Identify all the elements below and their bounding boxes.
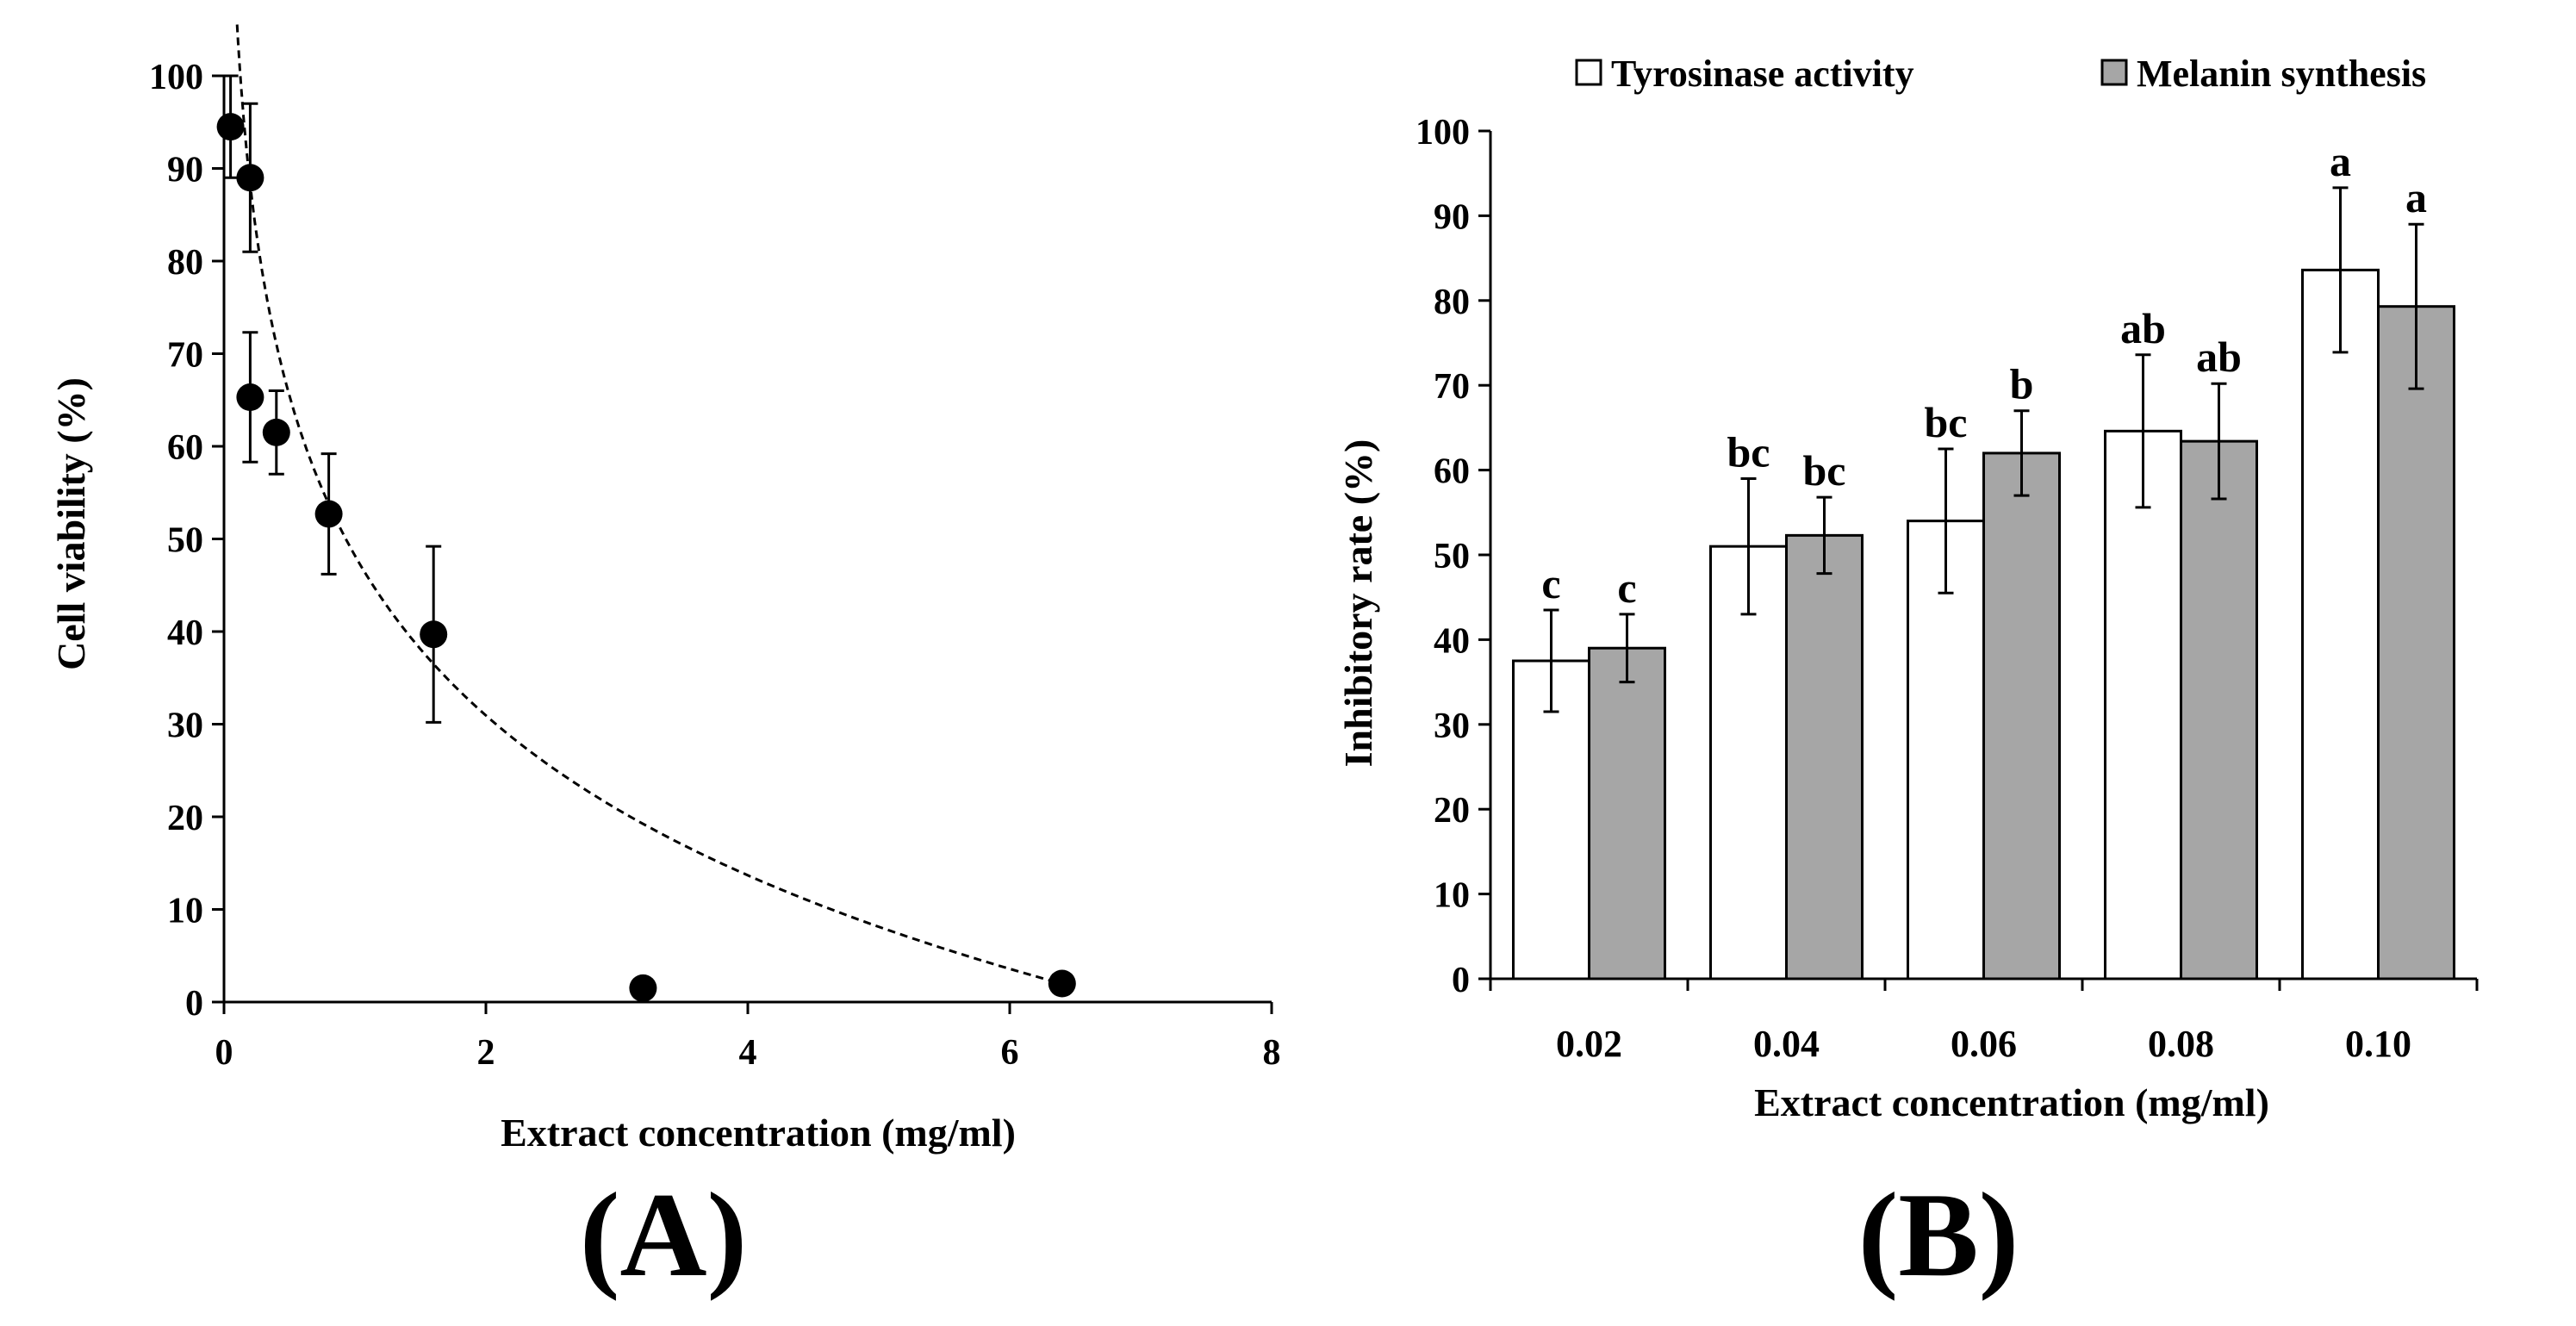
- panel-b-category-labels: 0.02 0.04 0.06 0.08 0.10: [1556, 1023, 2411, 1065]
- panel-a-trendline-group: [235, 24, 1063, 986]
- panel-a-y-tick-label: 50: [167, 521, 203, 561]
- panel-a-y-tick-label: 20: [167, 799, 203, 838]
- panel-b-y-tick-label: 80: [1434, 283, 1470, 322]
- panel-a-trendline: [235, 24, 1063, 986]
- panel-a-y-tick-label: 30: [167, 707, 203, 746]
- panel-a-y-tick-label: 90: [167, 151, 203, 190]
- legend-swatch-melanin: [2100, 59, 2128, 86]
- significance-letter: bc: [1727, 427, 1770, 476]
- bar-melanin: [2377, 305, 2455, 980]
- panel-a-y-tick-label: 10: [167, 892, 203, 931]
- panel-a-x-tick-label: 8: [1263, 1033, 1281, 1073]
- significance-letter: bc: [1803, 446, 1846, 495]
- legend-swatch-tyrosinase: [1575, 59, 1602, 86]
- panel-b-legend: Tyrosinase activity Melanin synthesis: [1575, 53, 2426, 95]
- significance-letter: a: [2405, 173, 2427, 221]
- panel-b-y-axis-label: Inhibitory rate (%): [1336, 439, 1380, 768]
- panel-b-category-label: 0.06: [1951, 1023, 2017, 1065]
- panel-b-x-axis-label: Extract concentration (mg/ml): [1754, 1080, 2269, 1124]
- panel-a-x-tick-label: 6: [1001, 1033, 1019, 1073]
- panel-a-y-tick-label: 40: [167, 613, 203, 653]
- panel-b-y-tick-label: 40: [1434, 621, 1470, 661]
- panel-b-category-label: 0.10: [2345, 1023, 2411, 1065]
- panel-a-data-point: [420, 620, 448, 649]
- panel-a-data-point: [314, 500, 343, 528]
- significance-letter: ab: [2196, 333, 2242, 381]
- bar-tyrosinase: [1512, 659, 1590, 980]
- legend-label-melanin: Melanin synthesis: [2137, 53, 2426, 95]
- bar-tyrosinase: [2301, 268, 2380, 980]
- panel-b-inhibitory-rate-chart: Tyrosinase activity Melanin synthesis 0 1…: [1336, 53, 2479, 1302]
- panel-b-y-tick-label: 10: [1434, 876, 1470, 916]
- panel-a-x-tick-labels: 0 2 4 6 8: [215, 1033, 1281, 1073]
- panel-b-y-tick-label: 50: [1434, 537, 1470, 576]
- panel-a-x-tick-label: 2: [477, 1033, 495, 1073]
- panel-a-y-tick-label: 70: [167, 336, 203, 376]
- panel-b-y-tick-label: 20: [1434, 791, 1470, 831]
- significance-letter: c: [1541, 559, 1560, 607]
- panel-a-data-point: [236, 164, 264, 192]
- panel-a-y-tick-label: 80: [167, 243, 203, 283]
- panel-b-y-tick-label: 70: [1434, 367, 1470, 407]
- significance-letter: b: [2010, 360, 2034, 408]
- bar-tyrosinase: [2104, 429, 2182, 980]
- panel-a-x-tick-label: 4: [739, 1033, 757, 1073]
- panel-a-label: (A): [580, 1168, 747, 1302]
- panel-b-y-tick-label: 100: [1416, 113, 1470, 153]
- bar-melanin: [1588, 646, 1666, 980]
- significance-letter: a: [2330, 137, 2351, 185]
- significance-letter: bc: [1925, 398, 1968, 446]
- panel-b-y-tick-label: 90: [1434, 197, 1470, 237]
- bar-melanin: [2180, 439, 2258, 980]
- significance-letter: c: [1617, 563, 1636, 612]
- panel-b-category-label: 0.02: [1556, 1023, 1622, 1065]
- panel-a-y-axis-label: Cell viability (%): [49, 377, 93, 670]
- bar-melanin: [1785, 533, 1864, 980]
- panel-b-category-label: 0.04: [1753, 1023, 1820, 1065]
- panel-b-category-label: 0.08: [2148, 1023, 2214, 1065]
- panel-a-y-tick-label: 100: [149, 58, 203, 97]
- panel-a-data-points: [216, 74, 1076, 1002]
- panel-a-x-axis-label: Extract concentration (mg/ml): [501, 1111, 1016, 1155]
- panel-a-x-tick-label: 0: [215, 1033, 233, 1073]
- panel-b-y-tick-labels: 0 10 20 30 40 50 60 70 80 90 100: [1416, 113, 1470, 1000]
- panel-a-axes: [212, 74, 1273, 1014]
- panel-b-y-tick-label: 60: [1434, 452, 1470, 492]
- panel-a-data-point: [236, 383, 264, 412]
- panel-b-label: (B): [1858, 1168, 2019, 1302]
- panel-a-y-tick-label: 0: [185, 984, 203, 1024]
- panel-a-cell-viability-chart: 0 10 20 30 40 50 60 70 80 90 100 0 2 4 6 8 Cell viabil…: [49, 24, 1281, 1302]
- significance-letter: ab: [2120, 304, 2166, 352]
- panel-a-y-tick-label: 60: [167, 428, 203, 468]
- panel-a-data-point: [629, 974, 657, 1002]
- panel-a-data-point: [1048, 969, 1076, 998]
- panel-b-y-tick-label: 0: [1452, 961, 1470, 1000]
- panel-a-data-point: [216, 113, 245, 141]
- panel-b-y-tick-label: 30: [1434, 707, 1470, 746]
- panel-a-data-point: [262, 418, 290, 446]
- panel-a-y-tick-labels: 0 10 20 30 40 50 60 70 80 90 100: [149, 58, 203, 1024]
- bar-melanin: [1982, 451, 2061, 980]
- legend-label-tyrosinase: Tyrosinase activity: [1611, 53, 1914, 95]
- bar-tyrosinase: [1907, 520, 1985, 980]
